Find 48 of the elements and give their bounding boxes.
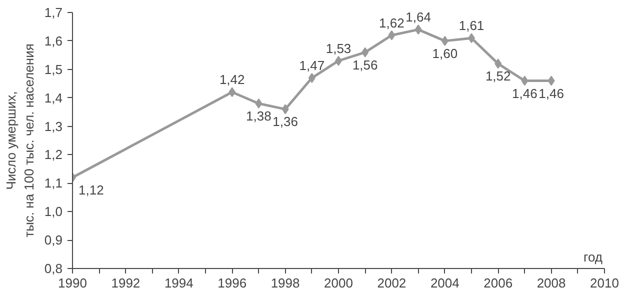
x-axis-title: год xyxy=(584,250,603,264)
data-label: 1,61 xyxy=(458,18,484,34)
data-label: 1,60 xyxy=(432,46,458,61)
y-tick-label: 1,6 xyxy=(44,33,63,48)
y-tick-label: 1,4 xyxy=(44,90,63,106)
y-tick-label: 1,5 xyxy=(44,62,63,77)
point xyxy=(362,47,369,58)
data-label: 1,64 xyxy=(406,10,431,25)
x-tick-label: 2008 xyxy=(536,276,566,290)
y-tick-label: 1,1 xyxy=(44,176,63,191)
point xyxy=(282,104,289,114)
data-label: 1,12 xyxy=(78,182,104,198)
x-tick-label: 2000 xyxy=(324,276,353,290)
y-tick-label: 0,9 xyxy=(44,232,63,248)
data-label: 1,52 xyxy=(485,68,511,84)
x-tick-label: 1992 xyxy=(111,276,140,290)
x-tick-label: 1996 xyxy=(218,276,247,290)
data-label: 1,46 xyxy=(512,86,538,101)
point xyxy=(255,98,262,109)
x-tick-label: 1990 xyxy=(58,276,87,290)
point xyxy=(388,30,396,40)
point xyxy=(414,24,422,35)
point xyxy=(521,76,528,86)
y-tick-label: 0,8 xyxy=(44,261,63,276)
data-label: 1,62 xyxy=(379,15,404,30)
x-tick-label: 2006 xyxy=(484,276,513,290)
data-label: 1,38 xyxy=(246,108,272,124)
y-tick-label: 1,7 xyxy=(44,5,63,20)
x-tick-label: 2002 xyxy=(377,276,406,290)
data-label: 1,53 xyxy=(326,40,352,56)
point xyxy=(228,87,236,98)
y-axis-title: Число умерших, тыс. на 100 тыс. чел. населения xyxy=(3,44,36,238)
x-tick-label: 2004 xyxy=(430,276,460,290)
x-tick-label: 1998 xyxy=(270,276,300,290)
x-tick-label: 2010 xyxy=(590,276,619,290)
point xyxy=(308,72,316,83)
data-label: 1,47 xyxy=(299,58,325,73)
y-tick-label: 1,3 xyxy=(44,118,63,134)
data-label: 1,42 xyxy=(219,72,245,88)
x-tick-label: 1994 xyxy=(164,276,194,290)
point xyxy=(494,58,502,69)
point xyxy=(548,76,555,86)
data-label: 1,56 xyxy=(352,57,378,72)
y-tick-label: 1,2 xyxy=(44,147,63,162)
data-label: 1,36 xyxy=(272,114,298,130)
y-tick-label: 1,0 xyxy=(44,204,63,220)
point xyxy=(441,36,448,46)
data-label: 1,46 xyxy=(538,86,564,101)
